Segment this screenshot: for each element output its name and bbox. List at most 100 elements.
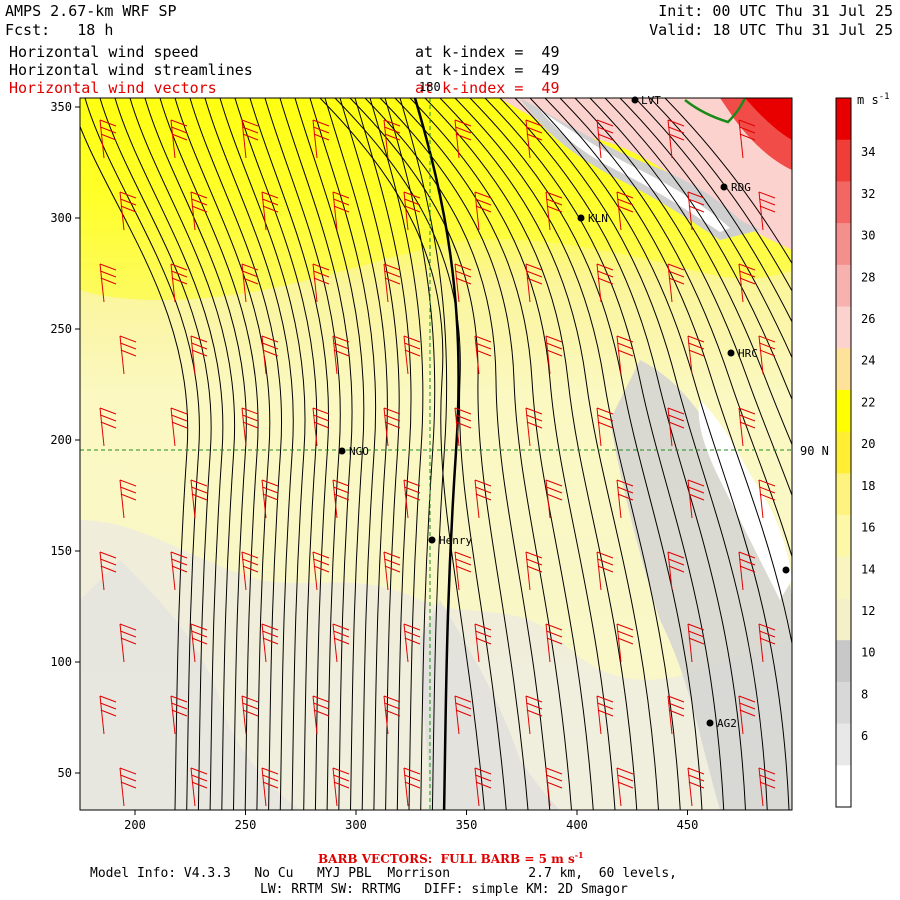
- streamline: [319, 98, 485, 810]
- wind-barb: [312, 119, 330, 159]
- wind-barb: [261, 191, 279, 231]
- y-tick: 50: [58, 766, 80, 780]
- wind-barb: [261, 623, 279, 663]
- station-hrc: HRC: [727, 347, 758, 360]
- streamline: [499, 98, 746, 810]
- wind-barb: [170, 551, 188, 591]
- wind-barb: [454, 551, 472, 591]
- wind-barb: [403, 623, 421, 663]
- wind-barb: [383, 407, 401, 447]
- colorbar-label: 20: [861, 437, 875, 451]
- colorbar-label: 10: [861, 646, 875, 660]
- colorbar-label: 22: [861, 395, 875, 409]
- colorbar-swatch: [836, 515, 851, 558]
- wind-barb: [738, 695, 756, 735]
- streamline: [589, 98, 792, 446]
- colorbar-swatch: [836, 306, 851, 349]
- streamline: [514, 98, 768, 810]
- terrain-gray: [520, 98, 760, 240]
- wind-barb: [545, 335, 563, 375]
- station-label: RDG: [731, 181, 751, 194]
- streamline: [324, 98, 388, 810]
- colorbar-swatch: [836, 765, 851, 808]
- meridian-label: 180: [419, 80, 441, 94]
- wind-barb: [190, 191, 208, 231]
- streamline: [529, 98, 790, 810]
- streamline: [559, 98, 792, 559]
- physics-info: LW: RRTM SW: RRTMG DIFF: simple KM: 2D S…: [260, 882, 628, 897]
- wind-barb: [403, 479, 421, 519]
- wind-barb: [241, 551, 259, 591]
- streamline: [364, 98, 551, 810]
- wind-barb: [383, 263, 401, 303]
- colorbar-swatch: [836, 348, 851, 391]
- wind-barb: [332, 191, 350, 231]
- wind-barb: [241, 695, 259, 735]
- y-tick: 150: [50, 544, 80, 558]
- colorbar-swatch: [836, 98, 851, 141]
- svg-text:100: 100: [50, 655, 72, 669]
- colorbar-swatch: [836, 473, 851, 516]
- streamline: [634, 98, 792, 323]
- map-plot-area: [80, 98, 792, 810]
- wind-barb: [758, 479, 776, 519]
- station-label: Henry: [439, 534, 472, 547]
- colorbar-swatch: [836, 181, 851, 224]
- svg-text:250: 250: [235, 818, 257, 832]
- colorbar-swatch: [836, 431, 851, 474]
- wind-barb: [332, 479, 350, 519]
- streamline: [234, 98, 318, 810]
- svg-text:300: 300: [345, 818, 367, 832]
- field-level-streamlines: at k-index = 49: [415, 61, 560, 79]
- colorbar-label: 30: [861, 229, 875, 243]
- streamline: [424, 98, 638, 810]
- streamline: [574, 98, 792, 497]
- colorbar-label: 28: [861, 270, 875, 284]
- wind-barb: [616, 479, 634, 519]
- colorbar-label: 24: [861, 354, 875, 368]
- station-rdg: RDG: [720, 181, 751, 194]
- svg-text:350: 350: [456, 818, 478, 832]
- speed-shading-low-center: [420, 600, 560, 810]
- wind-barb: [616, 191, 634, 231]
- wind-barb: [596, 551, 614, 591]
- wind-barb: [738, 263, 756, 303]
- wind-barb: [525, 119, 543, 159]
- streamline: [99, 98, 212, 810]
- field-level-vectors: at k-index = 49: [415, 79, 560, 97]
- streamline: [129, 98, 236, 810]
- svg-text:300: 300: [50, 211, 72, 225]
- stations: LVT RDG KLN HRC NGO Henry AG2: [338, 94, 790, 730]
- colorbar-swatch: [836, 139, 851, 182]
- wind-barb: [758, 191, 776, 231]
- station-ngo: NGO: [338, 445, 369, 458]
- colorbar-label: 12: [861, 604, 875, 618]
- wind-barb: [596, 263, 614, 303]
- wind-barb: [454, 119, 472, 159]
- station-kln: KLN: [577, 212, 608, 225]
- wind-barb: [332, 623, 350, 663]
- streamline: [394, 98, 594, 810]
- streamline: [454, 98, 681, 810]
- wind-barb: [454, 695, 472, 735]
- speed-shading-low-west: [80, 560, 300, 810]
- wind-barb: [119, 623, 137, 663]
- wind-barb: [687, 191, 705, 231]
- wind-barbs: [99, 119, 776, 807]
- wind-barb: [687, 479, 705, 519]
- wind-barb: [667, 407, 685, 447]
- y-tick: 250: [50, 322, 80, 336]
- wind-barb: [190, 623, 208, 663]
- streamline: [334, 98, 507, 810]
- wind-barb: [758, 335, 776, 375]
- streamline: [349, 98, 529, 810]
- wind-barb: [190, 767, 208, 807]
- speed-shading-max-core: [745, 98, 792, 140]
- wind-barb: [261, 479, 279, 519]
- colorbar: 34 32 30 28 26 24 22 20 18 16 14 12 10 8 6: [835, 97, 875, 808]
- wind-barb: [190, 335, 208, 375]
- wind-barb: [596, 407, 614, 447]
- y-axis: 350 300 250 200 150 100 50: [50, 100, 80, 780]
- wind-barb: [525, 263, 543, 303]
- wind-barb: [474, 191, 492, 231]
